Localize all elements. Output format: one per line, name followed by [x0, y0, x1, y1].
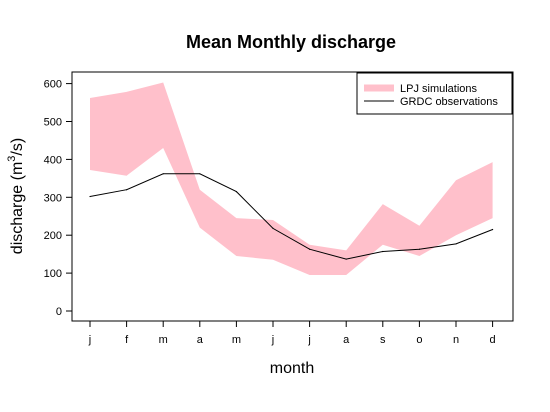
- legend: LPJ simulations GRDC observations: [356, 72, 513, 115]
- y-tick-label-400: 400: [44, 154, 62, 166]
- y-axis-label-tail: /s): [9, 138, 26, 156]
- plot-area: [89, 82, 494, 275]
- chart-title: Mean Monthly discharge: [186, 32, 396, 52]
- x-tick-label-4: a: [197, 334, 204, 346]
- y-axis: 0 100 200 300 400 500 600: [44, 79, 72, 318]
- y-axis-label: discharge (m3/s): [6, 138, 26, 254]
- grdc-point-8: [345, 258, 347, 260]
- grdc-point-7: [309, 248, 311, 250]
- y-tick-label-0: 0: [56, 306, 62, 318]
- y-axis-label-main: discharge (m: [9, 162, 26, 254]
- y-tick-label-300: 300: [44, 192, 62, 204]
- grdc-point-11: [455, 243, 457, 245]
- grdc-point-12: [492, 228, 494, 231]
- x-tick-label-1: j: [88, 334, 91, 346]
- grdc-point-5: [235, 191, 237, 193]
- y-tick-label-600: 600: [44, 79, 62, 91]
- grdc-point-10: [418, 248, 420, 250]
- x-tick-label-2: f: [125, 334, 129, 346]
- grdc-point-3: [162, 173, 164, 175]
- legend-label-lpj: LPJ simulations: [400, 83, 478, 95]
- y-tick-label-100: 100: [44, 268, 62, 280]
- legend-label-grdc: GRDC observations: [400, 96, 498, 108]
- x-tick-label-6: j: [271, 334, 274, 346]
- grdc-point-6: [272, 227, 274, 229]
- x-tick-label-9: s: [380, 334, 386, 346]
- lpj-simulation-band: [90, 82, 493, 275]
- x-tick-label-12: d: [490, 334, 496, 346]
- grdc-point-9: [382, 250, 384, 253]
- y-tick-label-200: 200: [44, 230, 62, 242]
- grdc-point-1: [89, 195, 91, 198]
- grdc-observation-line: [89, 173, 493, 260]
- x-tick-label-11: n: [453, 334, 459, 346]
- x-tick-label-5: m: [232, 334, 241, 346]
- plot-frame: [71, 71, 514, 322]
- y-tick-label-500: 500: [44, 117, 62, 129]
- y-axis-label-superscript: 3: [6, 156, 18, 162]
- grdc-point-2: [126, 189, 128, 191]
- x-axis-label: month: [270, 360, 314, 377]
- x-tick-label-3: m: [159, 334, 168, 346]
- legend-box: [356, 72, 513, 115]
- x-tick-label-10: o: [416, 334, 422, 346]
- x-tick-label-7: j: [307, 334, 310, 346]
- x-tick-label-8: a: [343, 334, 350, 346]
- grdc-point-4: [199, 173, 201, 175]
